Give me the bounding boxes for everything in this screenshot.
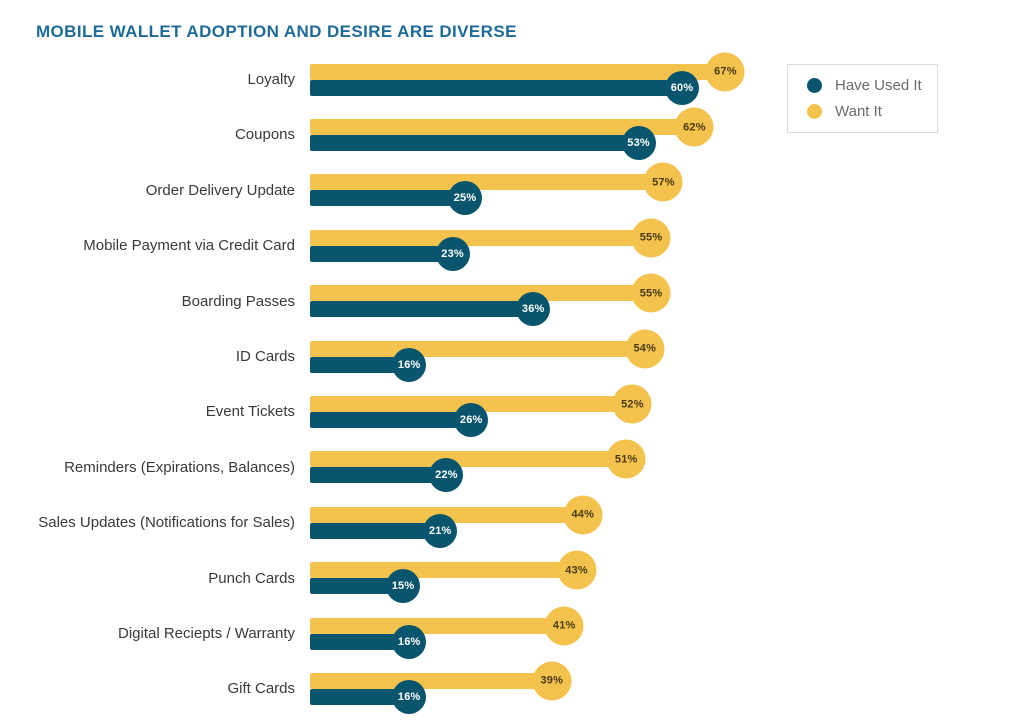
chart-row: ID Cards 54% 16%: [36, 329, 996, 384]
want-value-bubble: 67%: [705, 52, 745, 92]
have-used-bar: 16%: [310, 679, 427, 714]
chart-row: Loyalty 67% 60%: [36, 52, 996, 107]
legend-label-have-used: Have Used It: [835, 77, 922, 94]
want-bar: 55%: [310, 218, 671, 258]
legend-item-have-used: Have Used It: [807, 77, 937, 94]
bar-pair: 41% 16%: [310, 606, 930, 659]
want-bar: 62%: [310, 107, 714, 147]
want-value-bubble: 55%: [631, 273, 671, 313]
chart-row: Gift Cards 39% 16%: [36, 661, 996, 716]
want-bar: 67%: [310, 52, 745, 92]
have-used-value-bubble: 21%: [423, 513, 458, 548]
want-value-bubble: 57%: [643, 162, 683, 202]
have-used-bar: 22%: [310, 458, 464, 493]
want-value-bubble: 62%: [674, 107, 714, 147]
have-used-bar: 23%: [310, 236, 470, 271]
chart-row: Event Tickets 52% 26%: [36, 384, 996, 439]
category-label: Loyalty: [247, 71, 295, 89]
chart-row: Digital Reciepts / Warranty 41% 16%: [36, 606, 996, 661]
have-used-value-bubble: 16%: [392, 679, 427, 714]
want-bar: 44%: [310, 495, 603, 535]
want-bar: 57%: [310, 162, 683, 202]
have-used-bar: 60%: [310, 70, 699, 105]
have-used-value-bubble: 25%: [448, 181, 482, 216]
legend: Have Used It Want It: [787, 64, 938, 133]
have-used-value-bubble: 23%: [435, 236, 470, 271]
have-used-value-bubble: 36%: [516, 292, 551, 327]
want-bar: 39%: [310, 661, 572, 701]
category-label: Event Tickets: [205, 403, 295, 421]
have-used-value-bubble: 16%: [392, 347, 427, 382]
category-label: Punch Cards: [208, 569, 295, 587]
have-used-value-bubble: 53%: [621, 126, 656, 161]
have-used-value-bubble: 60%: [665, 70, 699, 105]
bar-pair: 55% 36%: [310, 273, 930, 327]
bar-pair: 43% 15%: [310, 550, 930, 604]
have-used-value-bubble: 15%: [386, 569, 420, 604]
chart-row: Mobile Payment via Credit Card 55% 23%: [36, 218, 996, 273]
chart-row: Sales Updates (Notifications for Sales) …: [36, 495, 996, 550]
legend-label-want: Want It: [835, 103, 882, 120]
want-value-bubble: 55%: [631, 218, 671, 258]
have-used-bar: 16%: [310, 347, 427, 382]
lollipop-bar-chart: Loyalty 67% 60% Coupons 62% 53% Order De…: [36, 52, 996, 717]
have-used-value-bubble: 16%: [392, 624, 427, 659]
category-label: Digital Reciepts / Warranty: [118, 624, 295, 642]
category-label: ID Cards: [235, 348, 295, 366]
category-label: Order Delivery Update: [145, 181, 295, 199]
have-used-bar: 36%: [310, 292, 551, 327]
want-value-bubble: 52%: [612, 384, 652, 424]
want-value-bubble: 41%: [544, 606, 584, 646]
category-label: Mobile Payment via Credit Card: [83, 237, 295, 255]
want-value-bubble: 43%: [557, 550, 597, 590]
bar-pair: 57% 25%: [310, 162, 930, 216]
want-bar: 43%: [310, 550, 597, 590]
have-used-bar: 15%: [310, 569, 420, 604]
have-used-value-bubble: 22%: [429, 458, 464, 493]
legend-item-want: Want It: [807, 103, 937, 120]
chart-row: Boarding Passes 55% 36%: [36, 273, 996, 329]
want-bar: 55%: [310, 273, 671, 313]
want-value-bubble: 44%: [563, 495, 603, 535]
bar-pair: 67% 60%: [310, 52, 930, 105]
page-title: MOBILE WALLET ADOPTION AND DESIRE ARE DI…: [36, 22, 517, 41]
bar-pair: 52% 26%: [310, 384, 930, 438]
have-used-bar: 26%: [310, 403, 489, 438]
bar-pair: 55% 23%: [310, 218, 930, 271]
bar-pair: 44% 21%: [310, 495, 930, 548]
want-bar: 54%: [310, 329, 665, 369]
chart-row: Reminders (Expirations, Balances) 51% 22…: [36, 439, 996, 495]
category-label: Sales Updates (Notifications for Sales): [38, 514, 295, 532]
have-used-bar: 21%: [310, 513, 458, 548]
category-label: Boarding Passes: [181, 292, 295, 310]
want-value-bubble: 51%: [606, 439, 646, 479]
legend-dot-have-used-icon: [807, 78, 822, 93]
have-used-bar: 25%: [310, 181, 482, 216]
chart-row: Coupons 62% 53%: [36, 107, 996, 162]
bar-pair: 54% 16%: [310, 329, 930, 382]
chart-row: Punch Cards 43% 15%: [36, 550, 996, 606]
bar-pair: 62% 53%: [310, 107, 930, 161]
category-label: Gift Cards: [227, 680, 295, 698]
have-used-bar: 16%: [310, 624, 427, 659]
category-label: Coupons: [234, 126, 295, 144]
legend-dot-want-icon: [807, 104, 822, 119]
bar-pair: 51% 22%: [310, 439, 930, 493]
bar-pair: 39% 16%: [310, 661, 930, 714]
want-bar: 51%: [310, 439, 646, 479]
want-bar: 41%: [310, 606, 584, 646]
want-value-bubble: 39%: [532, 661, 572, 701]
have-used-bar: 53%: [310, 126, 656, 161]
chart-row: Order Delivery Update 57% 25%: [36, 162, 996, 218]
want-value-bubble: 54%: [625, 329, 665, 369]
have-used-value-bubble: 26%: [454, 403, 489, 438]
category-label: Reminders (Expirations, Balances): [64, 458, 295, 476]
chart-rows: Loyalty 67% 60% Coupons 62% 53% Order De…: [36, 52, 996, 717]
